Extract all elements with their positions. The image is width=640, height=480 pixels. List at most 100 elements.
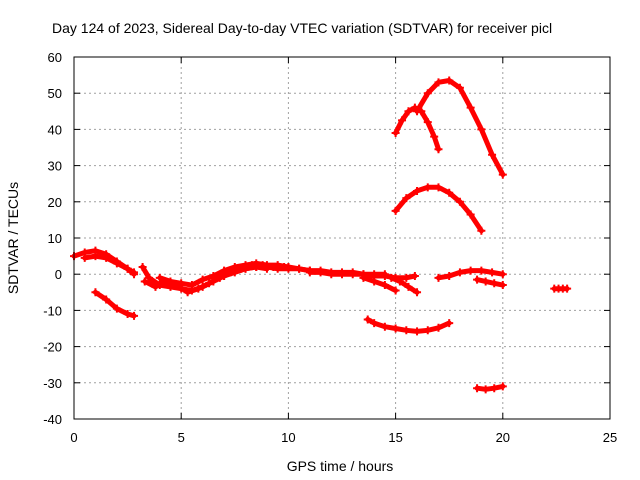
data-point [187,281,196,290]
data-point [434,183,443,192]
data-point [445,272,454,281]
data-point [151,282,160,291]
data-point [423,183,432,192]
y-tick-label: 60 [48,50,62,65]
data-point [295,264,304,273]
x-tick-label: 5 [178,430,185,445]
series-track-arc-mid [393,184,484,234]
x-tick-label: 20 [496,430,510,445]
data-point [262,264,271,273]
data-point [477,125,486,134]
data-point [209,273,218,282]
data-point [177,279,186,288]
data-point [241,264,250,273]
data-point [404,107,413,116]
y-tick-label: -10 [43,303,62,318]
data-point [423,89,432,98]
data-point [402,326,411,335]
data-point [102,295,111,304]
y-tick-label: -40 [43,412,62,427]
data-point [466,103,475,112]
data-point [498,281,507,290]
data-point [391,324,400,333]
data-point [112,259,121,268]
data-point [370,277,379,286]
data-point [338,270,346,279]
data-point [466,210,475,219]
data-point [402,273,411,282]
x-tick-label: 15 [388,430,402,445]
data-point [413,327,422,336]
data-point [498,170,507,179]
y-tick-label: 50 [48,86,62,101]
data-point [205,279,214,288]
data-point [305,268,314,277]
data-point [398,116,407,125]
data-point [445,319,454,328]
data-point [327,270,336,279]
data-point [284,262,293,271]
data-point [391,206,400,215]
data-point [145,273,154,282]
data-point [434,145,443,154]
data-point [498,270,507,279]
data-point [413,288,422,297]
data-point [140,277,149,286]
x-tick-label: 0 [70,430,77,445]
data-point [477,226,486,235]
data-point [348,270,357,279]
data-point [434,323,443,332]
data-point [481,385,490,394]
data-point [194,284,203,293]
x-tick-label: 10 [281,430,295,445]
data-point [130,311,139,320]
data-point [155,273,164,282]
data-point [473,384,482,393]
data-point [490,384,499,393]
data-point [220,272,229,281]
tick-labels: 0 5 10 15 20 25 -40 -30 -20 -10 0 10 20 30 40 50 60 [43,50,617,445]
y-tick-label: 40 [48,122,62,137]
data-point [123,310,132,319]
data-point [395,277,404,286]
series-track-late-3 [360,275,399,293]
data-point [363,315,372,324]
data-point [359,273,368,282]
ticks [73,56,611,420]
data-point [380,322,389,331]
grid [74,57,610,419]
data-point [80,253,89,262]
data-point [423,326,432,335]
x-axis-label: GPS time / hours [287,458,394,474]
data-point [434,273,443,282]
data-point [430,132,439,141]
data-point [455,83,464,92]
data-point [434,78,443,87]
y-tick-label: -30 [43,376,62,391]
data-point [391,129,400,138]
chart-title: Day 124 of 2023, Sidereal Day-to-day VTE… [52,20,553,36]
data-point [166,277,175,286]
data-point [490,279,499,288]
data-point [387,273,396,282]
data-point [445,188,454,197]
data-point [455,197,464,206]
data-point [273,261,282,270]
data-point [123,264,132,273]
y-axis-label: SDTVAR / TECUs [5,182,21,294]
data-point [370,319,379,328]
data-point [102,253,111,262]
data-point [130,270,139,279]
y-tick-label: 20 [48,195,62,210]
data-point [404,282,413,291]
y-tick-label: -20 [43,340,62,355]
data-point [423,118,432,127]
data-point [413,107,422,116]
data-point [563,284,572,293]
data-point [402,194,411,203]
data-point [477,266,486,275]
data-point [316,268,325,277]
y-tick-label: 0 [55,267,62,282]
data-point [473,275,482,284]
